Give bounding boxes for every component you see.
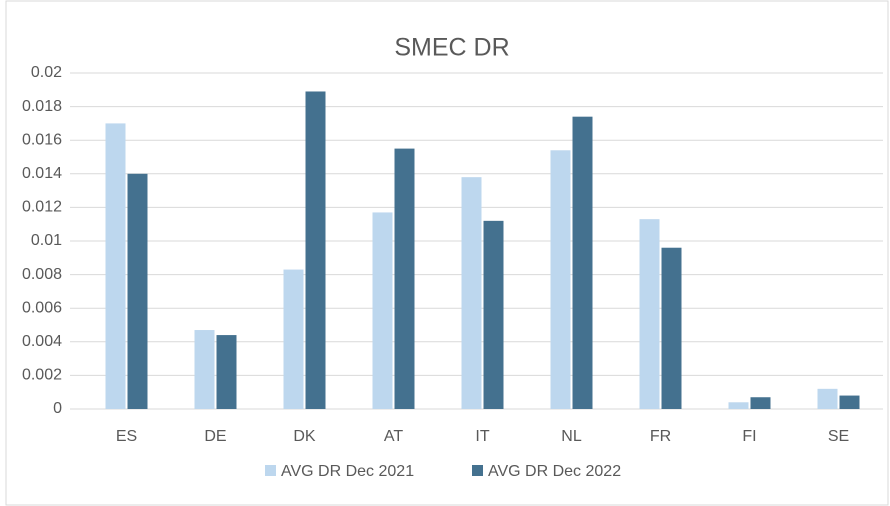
bar [372, 212, 393, 409]
y-tick-label: 0.012 [22, 199, 62, 216]
bar [550, 150, 571, 409]
legend-swatch [265, 465, 276, 476]
bar [394, 148, 415, 409]
chart-title: SMEC DR [394, 34, 509, 62]
legend-label: AVG DR Dec 2021 [281, 463, 414, 480]
bar [283, 269, 304, 409]
bar [105, 123, 126, 410]
chart-frame [5, 0, 889, 506]
x-tick-label: SE [828, 428, 849, 445]
x-tick-label: IT [475, 428, 489, 445]
x-tick-label: NL [561, 428, 582, 445]
bar [572, 116, 593, 410]
bar [305, 91, 326, 409]
y-tick-label: 0.004 [22, 333, 62, 350]
x-tick-label: FI [742, 428, 756, 445]
bar [194, 330, 215, 409]
y-tick-label: 0.02 [31, 64, 62, 81]
legend-swatch [472, 465, 483, 476]
x-tick-label: DE [204, 428, 226, 445]
y-tick-label: 0 [53, 400, 62, 417]
bar [639, 219, 660, 409]
bar [839, 395, 860, 409]
legend-label: AVG DR Dec 2022 [488, 463, 621, 480]
x-tick-label: FR [650, 428, 671, 445]
bar [483, 220, 504, 409]
x-tick-label: ES [116, 428, 137, 445]
y-tick-label: 0.018 [22, 98, 62, 115]
y-tick-label: 0.014 [22, 165, 62, 182]
x-tick-label: DK [293, 428, 316, 445]
y-tick-label: 0.016 [22, 131, 62, 148]
bar [817, 388, 838, 409]
bar [728, 402, 749, 409]
bar [127, 173, 148, 409]
bar [750, 397, 771, 409]
y-tick-label: 0.01 [31, 232, 62, 249]
y-tick-label: 0.006 [22, 299, 62, 316]
bar [461, 177, 482, 409]
y-tick-label: 0.002 [22, 367, 62, 384]
y-tick-label: 0.008 [22, 266, 62, 283]
x-tick-label: AT [384, 428, 403, 445]
bar [661, 247, 682, 409]
bar [216, 335, 237, 409]
